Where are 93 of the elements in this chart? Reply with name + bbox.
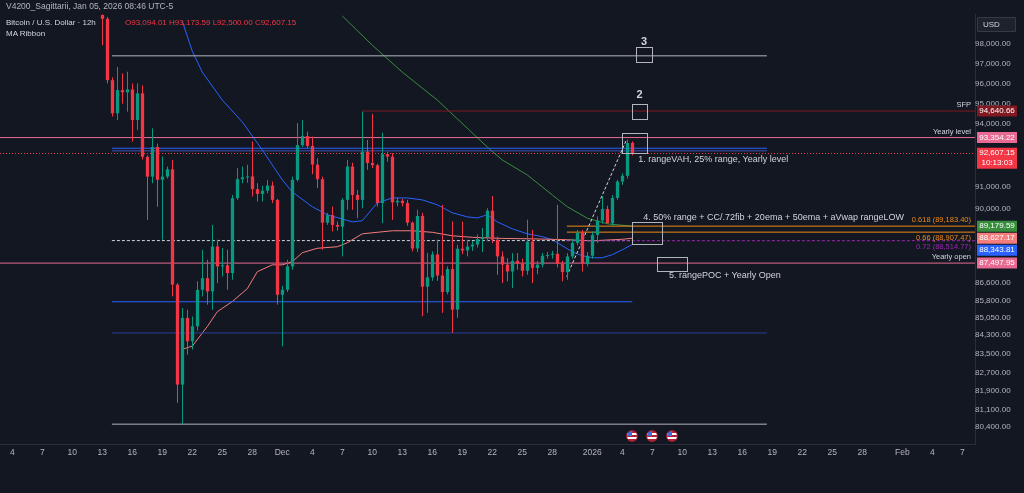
y-tick-label: 96,000.00 <box>975 78 1012 88</box>
x-tick-label: 22 <box>797 447 808 458</box>
y-tick-label: 95,000.00 <box>975 98 1012 108</box>
annotation: 2 <box>636 88 643 101</box>
x-tick-label: 7 <box>649 447 655 458</box>
x-tick-label: 16 <box>127 447 138 458</box>
x-tick-label: 16 <box>737 447 748 458</box>
y-tick-label: 80,400.00 <box>975 422 1012 432</box>
candlestick <box>500 250 505 284</box>
x-tick-label: 28 <box>547 447 558 458</box>
ref-line-label: 92,607.15 <box>979 148 1016 158</box>
legend-title: MA Ribbon <box>6 29 46 39</box>
x-tick-label: 4 <box>619 447 625 458</box>
candlestick <box>330 206 335 232</box>
annotation: 1. rangeVAH, 25% range, Yearly level <box>638 153 789 164</box>
x-tick-label: Dec <box>274 447 291 458</box>
data-label: 94,640.66 <box>979 106 1016 116</box>
annotation: 3 <box>641 35 648 48</box>
x-tick-label: 19 <box>457 447 468 458</box>
y-tick-label: 91,000.00 <box>975 182 1012 192</box>
candlestick <box>125 71 130 113</box>
annotation: 5. rangePOC + Yearly Open <box>669 270 781 281</box>
x-tick-label: 13 <box>707 447 718 458</box>
candlestick <box>160 156 165 241</box>
candlestick <box>250 141 255 197</box>
y-tick-label: 98,000.00 <box>975 38 1012 48</box>
y-tick-label: 81,900.00 <box>975 386 1012 396</box>
candlestick <box>115 66 120 121</box>
candlestick <box>200 249 205 297</box>
x-tick-label: 25 <box>827 447 838 458</box>
y-tick-label: 85,800.00 <box>975 296 1012 306</box>
x-tick-label: 4 <box>929 447 935 458</box>
candlestick <box>185 309 190 356</box>
candlestick <box>100 14 105 46</box>
candlestick <box>225 249 230 291</box>
text: 88,343.81 <box>979 245 1016 255</box>
y-tick-label: 94,000.00 <box>975 119 1012 129</box>
y-tick-label: 86,600.00 <box>975 278 1012 288</box>
data-label: 87,497.95 <box>979 258 1016 268</box>
data-label: 93,354.22 <box>979 132 1016 142</box>
y-tick-label: 84,300.00 <box>975 330 1012 340</box>
x-tick-label: 13 <box>97 447 108 458</box>
candlestick <box>425 252 430 314</box>
candlestick <box>480 227 485 253</box>
text: 89,179.59 <box>979 221 1016 231</box>
candlestick <box>190 316 195 351</box>
x-tick-label: 22 <box>487 447 498 458</box>
x-tick-label: 4 <box>9 447 15 458</box>
candlestick <box>355 189 360 219</box>
y-tick-label: 81,100.00 <box>975 405 1012 415</box>
candlestick <box>445 265 450 295</box>
x-tick-label: 2026 <box>582 447 603 458</box>
text: Bitcoin / U.S. Dollar · 12h <box>6 18 96 28</box>
candlestick <box>590 230 595 260</box>
x-tick-label: 10 <box>677 447 688 458</box>
candlestick <box>280 285 285 347</box>
text: V4200_Sagittarii, Jan 05, 2026 08:46 UTC-5 <box>6 1 174 12</box>
x-tick-label: 19 <box>767 447 778 458</box>
y-tick-label: 90,000.00 <box>975 203 1012 213</box>
candlestick <box>430 250 435 282</box>
x-tick-label: 22 <box>187 447 198 458</box>
candlestick <box>600 195 605 225</box>
candlestick <box>435 239 440 282</box>
y-tick-label: 82,700.00 <box>975 367 1012 377</box>
x-tick-label: 7 <box>959 447 965 458</box>
candlestick <box>285 259 290 293</box>
x-tick-label: 19 <box>157 447 168 458</box>
x-tick-label: 4 <box>309 447 315 458</box>
x-tick-label: 7 <box>39 447 45 458</box>
text: 88,627.17 <box>979 233 1016 243</box>
candlestick <box>405 199 410 227</box>
candlestick <box>245 164 250 184</box>
candlestick <box>565 252 570 281</box>
x-tick-label: 28 <box>247 447 258 458</box>
x-tick-label: Feb <box>894 447 910 458</box>
annotation: 4. 50% range + CC/.72fib + 20ema + 50ema + aVwap rangeLOW <box>643 211 905 222</box>
y-tick-label: 85,050.00 <box>975 313 1012 323</box>
candlestick <box>300 119 305 148</box>
text: O93,094.01 H93,173.59 L92,500.00 C92,607.15 <box>125 18 297 28</box>
x-tick-label: 28 <box>857 447 868 458</box>
candlestick <box>255 182 260 203</box>
x-tick-label: 25 <box>217 447 228 458</box>
y-tick-label: 83,500.00 <box>975 348 1012 358</box>
x-tick-label: 10 <box>367 447 378 458</box>
x-tick-label: 16 <box>427 447 438 458</box>
text: 10:13:03 <box>981 158 1014 168</box>
y-axis-title: USD <box>983 19 1001 29</box>
candlestick <box>235 167 240 201</box>
x-tick-label: 10 <box>67 447 78 458</box>
x-tick-label: 25 <box>517 447 528 458</box>
x-tick-label: 13 <box>397 447 408 458</box>
y-tick-label: 97,000.00 <box>975 58 1012 68</box>
x-tick-label: 7 <box>339 447 345 458</box>
